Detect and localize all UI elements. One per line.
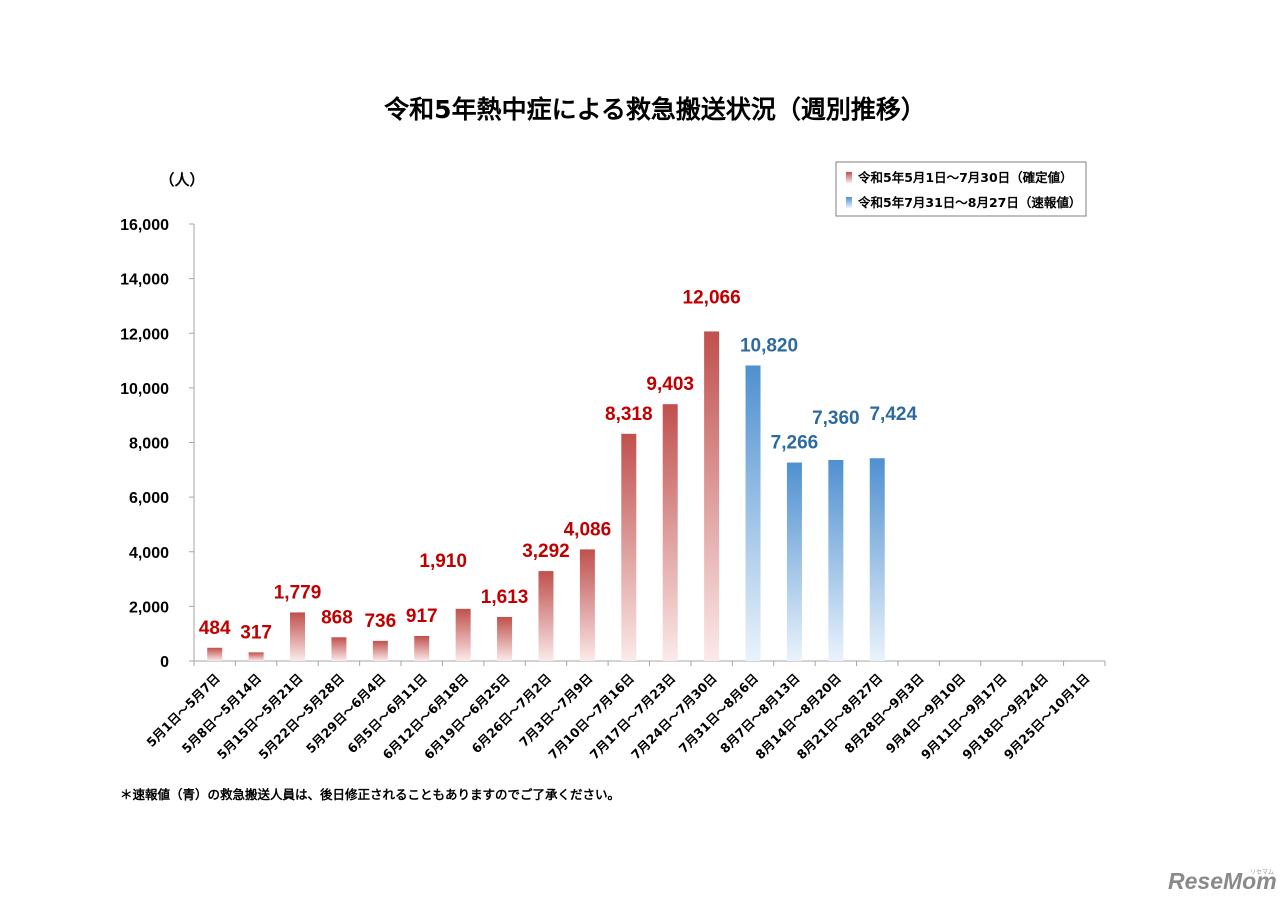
watermark-small-text: リセマム — [1250, 869, 1274, 876]
data-label: 9,403 — [646, 374, 694, 395]
bars — [207, 331, 885, 661]
watermark-logo: ReseMom リセマム — [1168, 868, 1277, 894]
data-label: 8,318 — [605, 404, 653, 425]
y-tick-label: 8,000 — [129, 436, 169, 453]
bar — [745, 365, 761, 661]
bar — [207, 647, 223, 661]
legend-box — [835, 161, 1087, 217]
y-tick-label: 16,000 — [120, 217, 169, 234]
bar — [662, 404, 678, 661]
bar — [621, 433, 637, 661]
x-tick-label: 5月1日～5月7日 — [143, 671, 222, 750]
bar — [248, 652, 264, 661]
chart-title: 令和5年熱中症による救急搬送状況（週別推移） — [384, 95, 926, 124]
y-tick-label: 0 — [160, 654, 169, 671]
data-label: 917 — [406, 606, 438, 627]
bar — [704, 331, 720, 661]
data-label: 7,266 — [771, 433, 819, 454]
bar — [414, 635, 430, 661]
bar — [497, 616, 513, 661]
data-label: 12,066 — [683, 287, 741, 308]
data-label: 1,910 — [419, 551, 467, 572]
legend-swatch-confirmed — [846, 172, 852, 183]
y-tick-label: 4,000 — [129, 545, 169, 562]
data-label: 317 — [240, 622, 272, 643]
footnote: ＊速報値（青）の救急搬送人員は、後日修正されることもありますのでご了承ください。 — [120, 787, 620, 802]
bar — [786, 462, 802, 661]
legend-swatch-preliminary — [846, 197, 852, 208]
x-tick-labels: 5月1日～5月7日5月8日～5月14日5月15日～5月21日5月22日～5月28… — [143, 671, 1092, 763]
legend-label-preliminary: 令和5年7月31日～8月27日（速報値） — [857, 195, 1081, 210]
y-tick-label: 12,000 — [120, 326, 169, 343]
y-tick-label: 10,000 — [120, 381, 169, 398]
y-axis: 0 2,000 4,000 6,000 8,000 10,000 12,000 14,000 1… — [120, 217, 195, 671]
data-label: 868 — [321, 607, 353, 628]
bar — [579, 549, 595, 661]
data-label: 484 — [199, 618, 231, 639]
x-tick-label: 7月3日～7月9日 — [516, 671, 595, 750]
data-label: 736 — [364, 611, 396, 632]
data-label: 4,086 — [564, 519, 612, 540]
y-tick-label: 6,000 — [129, 490, 169, 507]
data-label: 1,613 — [481, 587, 529, 608]
x-axis — [193, 660, 1106, 666]
data-label: 1,779 — [274, 582, 322, 603]
data-label: 7,360 — [812, 408, 860, 429]
bar — [538, 571, 554, 661]
legend-label-confirmed: 令和5年5月1日～7月30日（確定値） — [857, 170, 1073, 185]
bar — [455, 608, 471, 661]
bar — [331, 637, 347, 661]
y-tick-label: 14,000 — [120, 272, 169, 289]
y-unit-label: （人） — [159, 171, 204, 189]
data-label: 10,820 — [740, 335, 798, 356]
bar — [869, 458, 885, 661]
bar — [290, 612, 306, 661]
data-label: 3,292 — [522, 541, 570, 562]
y-tick-label: 2,000 — [129, 599, 169, 616]
bar — [372, 640, 388, 661]
bar — [828, 459, 844, 661]
legend: 令和5年5月1日～7月30日（確定値） 令和5年7月31日～8月27日（速報値） — [835, 161, 1087, 217]
watermark-brand: ReseMom — [1168, 868, 1277, 894]
data-label: 7,424 — [869, 404, 917, 425]
